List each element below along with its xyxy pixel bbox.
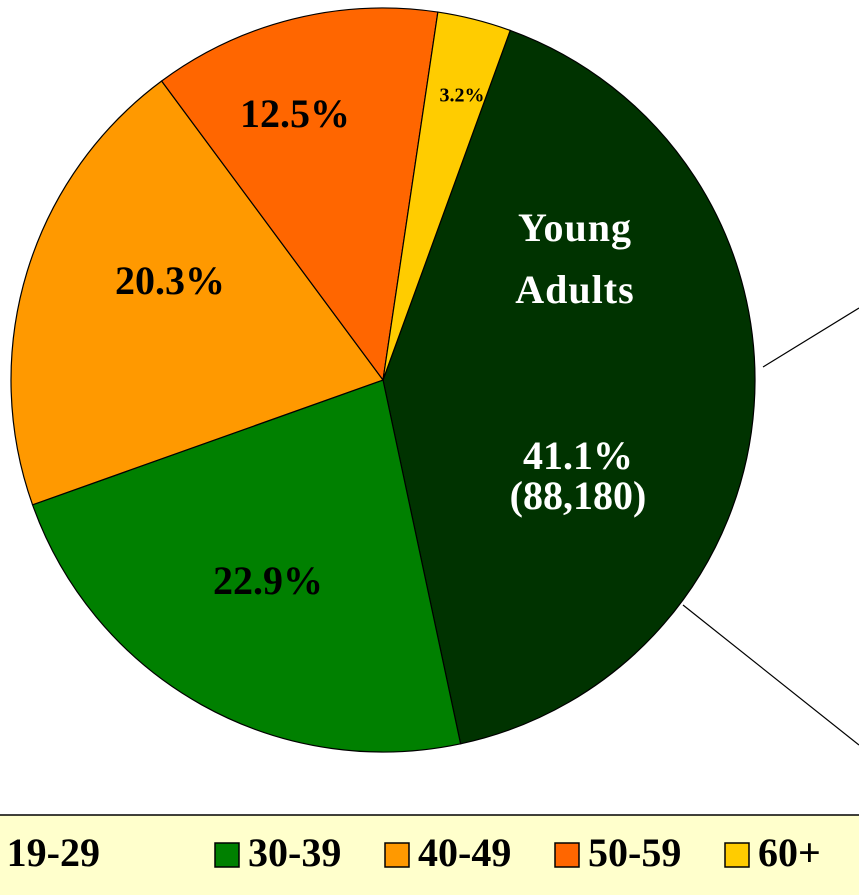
pie: 41.1% 22.9% 20.3% 12.5% 3.2% Young Adults (88,1…: [10, 7, 756, 753]
legend-label: 50-59: [588, 830, 681, 875]
legend-swatch: [384, 842, 410, 868]
slice: [160, 7, 439, 382]
slice-annotation: Young: [518, 205, 632, 250]
slice: [382, 11, 512, 381]
legend-label: 19-29: [7, 830, 100, 875]
slice: [31, 379, 462, 753]
slice-label: 22.9%: [213, 558, 323, 603]
slice: [382, 29, 756, 745]
legend-label: 60+: [758, 830, 821, 875]
slice-count: (88,180): [510, 473, 647, 518]
legend-swatch: [554, 842, 580, 868]
legend: 19-29 30-39 40-49 50-59 60+: [7, 830, 821, 875]
legend-swatch: [214, 842, 240, 868]
slice: [10, 80, 384, 506]
slice-annotation: Adults: [515, 267, 634, 312]
slice-label: 3.2%: [440, 85, 485, 107]
slice-label: 12.5%: [240, 91, 350, 136]
legend-swatch: [724, 842, 750, 868]
legend-box: [0, 814, 859, 895]
slice-label: 20.3%: [115, 258, 225, 303]
leader-line: [682, 604, 859, 746]
leader-line: [762, 307, 859, 368]
slice-label: 41.1%: [523, 433, 633, 478]
legend-label: 30-39: [248, 830, 341, 875]
legend-label: 40-49: [418, 830, 511, 875]
